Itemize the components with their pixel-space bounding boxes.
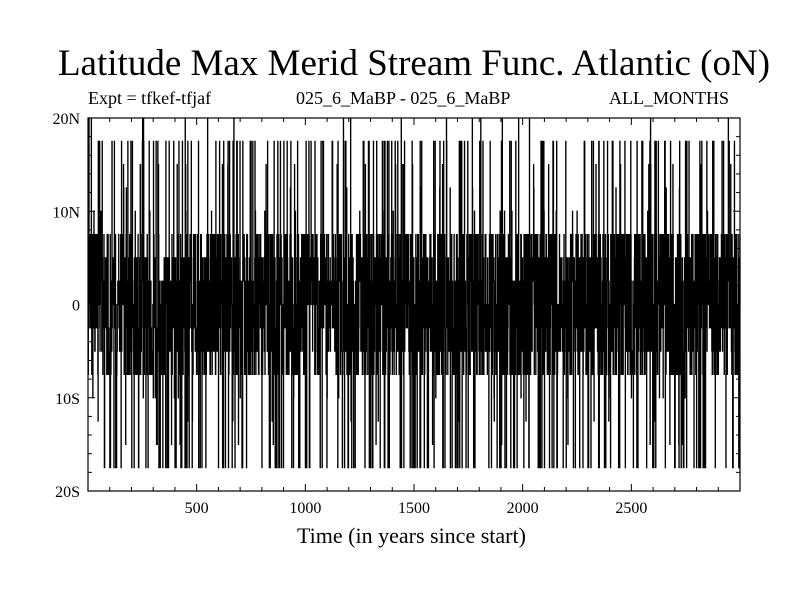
x-axis-label: Time (in years since start) [297, 523, 526, 548]
series-layer [87, 117, 741, 469]
x-tick-label: 500 [185, 500, 209, 517]
run-label: 025_6_MaBP - 025_6_MaBP [296, 88, 511, 108]
x-tick-label: 2500 [615, 500, 647, 517]
x-tick-label: 1500 [398, 500, 430, 517]
x-tick-label: 2000 [507, 500, 539, 517]
x-tick-label: 1000 [289, 500, 321, 517]
series-line [87, 117, 741, 469]
chart-title: Latitude Max Merid Stream Func. Atlantic… [57, 43, 771, 84]
y-tick-label: 20S [55, 484, 80, 501]
y-tick-label: 20N [52, 111, 80, 128]
ticks-layer: 500 1000 1500 2000 2500 20N 10N 0 10S 20S [52, 111, 740, 517]
experiment-label: Expt = tfkef-tfjaf [88, 88, 212, 108]
y-tick-label: 10S [55, 391, 80, 408]
months-label: ALL_MONTHS [609, 88, 729, 108]
y-tick-label: 10N [52, 204, 80, 221]
y-tick-label: 0 [72, 298, 80, 315]
